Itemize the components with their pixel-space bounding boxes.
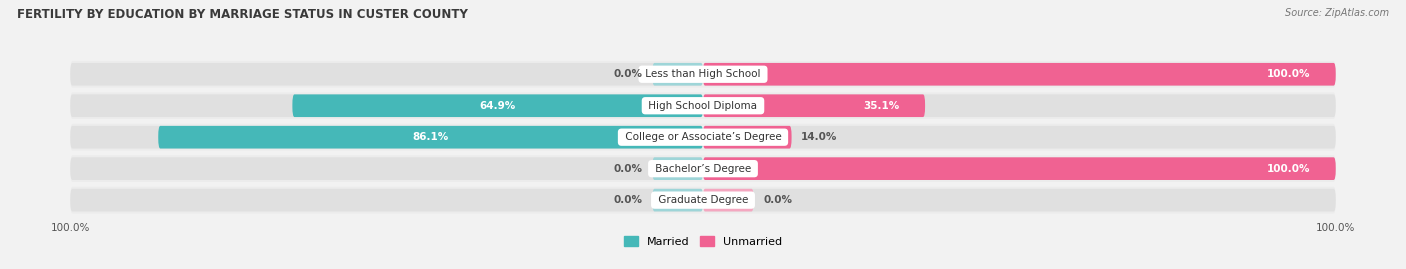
FancyBboxPatch shape — [652, 63, 703, 86]
FancyBboxPatch shape — [70, 63, 703, 86]
FancyBboxPatch shape — [70, 187, 1336, 214]
Text: 0.0%: 0.0% — [614, 69, 643, 79]
FancyBboxPatch shape — [70, 189, 703, 211]
Text: 0.0%: 0.0% — [614, 164, 643, 174]
FancyBboxPatch shape — [70, 92, 1336, 119]
FancyBboxPatch shape — [70, 94, 703, 117]
Legend: Married, Unmarried: Married, Unmarried — [620, 232, 786, 252]
Text: College or Associate’s Degree: College or Associate’s Degree — [621, 132, 785, 142]
FancyBboxPatch shape — [159, 126, 703, 148]
Text: FERTILITY BY EDUCATION BY MARRIAGE STATUS IN CUSTER COUNTY: FERTILITY BY EDUCATION BY MARRIAGE STATU… — [17, 8, 468, 21]
FancyBboxPatch shape — [292, 94, 703, 117]
Text: 100.0%: 100.0% — [1267, 69, 1310, 79]
Text: Bachelor’s Degree: Bachelor’s Degree — [652, 164, 754, 174]
FancyBboxPatch shape — [70, 124, 1336, 151]
Text: Graduate Degree: Graduate Degree — [655, 195, 751, 205]
Text: 0.0%: 0.0% — [614, 195, 643, 205]
FancyBboxPatch shape — [70, 157, 703, 180]
Text: Source: ZipAtlas.com: Source: ZipAtlas.com — [1285, 8, 1389, 18]
FancyBboxPatch shape — [703, 157, 1336, 180]
FancyBboxPatch shape — [703, 63, 1336, 86]
FancyBboxPatch shape — [703, 94, 925, 117]
FancyBboxPatch shape — [703, 126, 792, 148]
FancyBboxPatch shape — [70, 155, 1336, 182]
FancyBboxPatch shape — [70, 126, 703, 148]
Text: Less than High School: Less than High School — [643, 69, 763, 79]
Text: 35.1%: 35.1% — [863, 101, 900, 111]
FancyBboxPatch shape — [703, 126, 1336, 148]
Text: 86.1%: 86.1% — [412, 132, 449, 142]
FancyBboxPatch shape — [703, 63, 1336, 86]
Text: 64.9%: 64.9% — [479, 101, 516, 111]
Text: 14.0%: 14.0% — [801, 132, 838, 142]
FancyBboxPatch shape — [703, 189, 1336, 211]
FancyBboxPatch shape — [703, 189, 754, 211]
FancyBboxPatch shape — [703, 157, 1336, 180]
FancyBboxPatch shape — [652, 189, 703, 211]
Text: 100.0%: 100.0% — [1267, 164, 1310, 174]
Text: 0.0%: 0.0% — [763, 195, 792, 205]
FancyBboxPatch shape — [703, 94, 1336, 117]
FancyBboxPatch shape — [70, 61, 1336, 88]
FancyBboxPatch shape — [652, 157, 703, 180]
Text: High School Diploma: High School Diploma — [645, 101, 761, 111]
